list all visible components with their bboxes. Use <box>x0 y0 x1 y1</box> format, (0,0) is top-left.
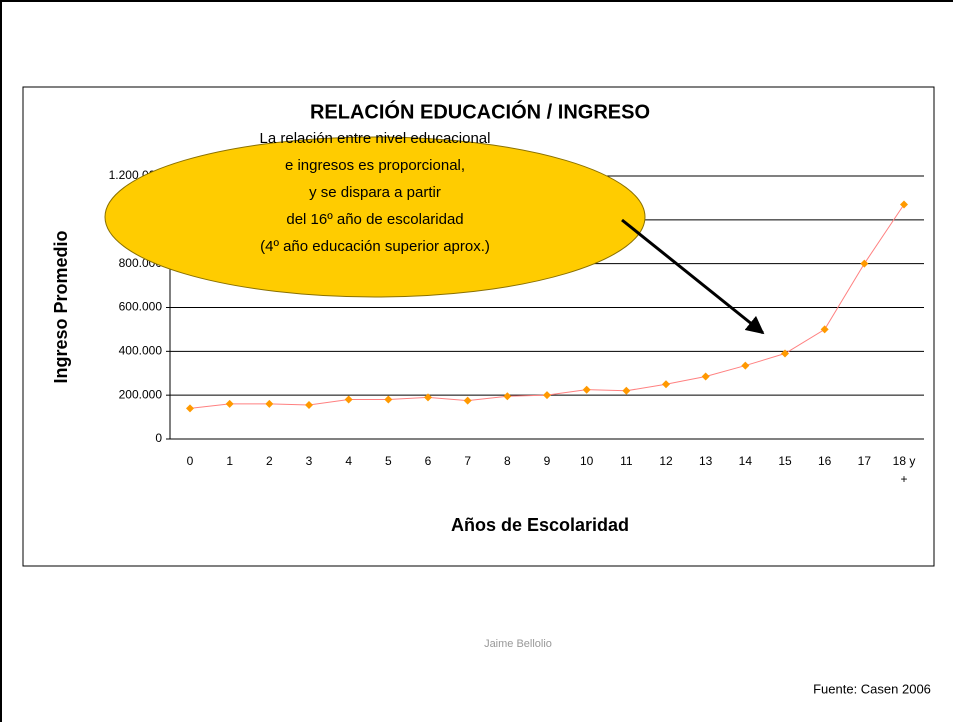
data-point <box>900 200 908 209</box>
y-tick-label: 200.000 <box>119 387 163 401</box>
data-point <box>424 393 432 402</box>
data-point <box>384 395 393 404</box>
data-point <box>820 325 829 334</box>
x-tick-label: 14 <box>738 454 752 468</box>
data-point <box>463 396 472 405</box>
x-tick-label: 17 <box>857 454 871 468</box>
callout-text: del 16º año de escolaridad <box>286 211 463 228</box>
source: Fuente: Casen 2006 <box>813 681 931 696</box>
data-point <box>543 391 551 400</box>
footer: Jaime Bellolio <box>484 638 552 650</box>
y-tick-label: 0 <box>155 431 162 445</box>
x-tick-label: 11 <box>620 454 633 468</box>
x-tick-label: 1 <box>226 454 233 468</box>
x-tick-label: 10 <box>579 454 594 468</box>
callout-text: e ingresos es proporcional, <box>285 157 465 174</box>
data-point <box>860 259 869 268</box>
chart-title: RELACIÓN EDUCACIÓN / INGRESO <box>310 99 650 123</box>
callout-text: (4º año educación superior aprox.) <box>260 238 490 255</box>
data-point <box>225 399 234 408</box>
x-tick-label: 8 <box>503 454 511 468</box>
y-tick-label: 400.000 <box>119 344 163 358</box>
data-point <box>344 395 353 404</box>
x-tick-label: 0 <box>186 454 194 468</box>
x-tick-label: 13 <box>698 454 713 468</box>
x-tick-label: 15 <box>778 454 792 468</box>
y-tick-label: 600.000 <box>119 300 163 314</box>
y-axis-label: Ingreso Promedio <box>51 230 71 383</box>
data-point <box>186 404 194 413</box>
data-point <box>701 372 710 381</box>
x-tick-label: 5 <box>384 454 392 468</box>
data-point <box>503 392 512 401</box>
x-tick-label: 3 <box>305 454 313 468</box>
x-tick-label: 9 <box>543 454 551 468</box>
callout-text: La relación entre nivel educacional <box>260 130 491 147</box>
data-point <box>305 401 313 410</box>
x-tick-label: 4 <box>345 454 352 468</box>
data-point <box>265 399 274 408</box>
callout <box>104 136 646 298</box>
x-tick-label: 12 <box>659 454 673 468</box>
data-point <box>582 385 591 394</box>
x-tick-label: 6 <box>424 454 432 468</box>
x-tick-label: 7 <box>464 454 471 468</box>
data-point <box>781 349 789 358</box>
data-point <box>622 386 631 395</box>
arrow <box>621 218 765 335</box>
data-point <box>662 380 670 389</box>
callout-text: y se dispara a partir <box>309 184 441 201</box>
x-tick-label: 16 <box>817 454 832 468</box>
x-tick-label: 18 y + <box>892 454 916 486</box>
x-axis-label: Años de Escolaridad <box>451 515 629 535</box>
x-tick-label: 2 <box>265 454 273 468</box>
data-point <box>741 361 750 370</box>
